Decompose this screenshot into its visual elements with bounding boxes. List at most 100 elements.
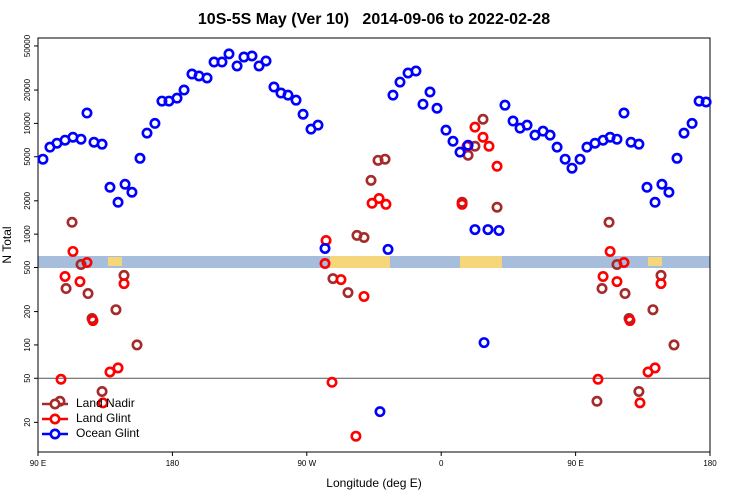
point: [655, 278, 667, 290]
point: [521, 119, 533, 131]
point: [87, 315, 99, 327]
point: [469, 121, 481, 133]
point: [126, 186, 138, 198]
point: [253, 60, 265, 72]
point: [55, 373, 67, 385]
point: [81, 107, 93, 119]
point: [365, 174, 377, 186]
point: [603, 216, 615, 228]
x-tick-label: 180: [703, 459, 717, 468]
point: [312, 119, 324, 131]
point: [97, 397, 109, 409]
point: [110, 304, 122, 316]
point: [618, 256, 630, 268]
point: [358, 290, 370, 302]
point: [544, 129, 556, 141]
point: [491, 160, 503, 172]
point: [493, 224, 505, 236]
point: [342, 287, 354, 299]
point: [358, 231, 370, 243]
point: [478, 337, 490, 349]
y-tick-label: 100: [23, 338, 32, 352]
point: [319, 258, 331, 270]
point: [668, 339, 680, 351]
y-tick-label: 1000: [23, 225, 32, 243]
point: [483, 140, 495, 152]
point: [119, 178, 131, 190]
point: [75, 259, 87, 271]
x-axis-label: Longitude (deg E): [326, 476, 421, 490]
point: [96, 138, 108, 150]
point: [141, 127, 153, 139]
point: [149, 117, 161, 129]
point: [611, 133, 623, 145]
y-tick-label: 20000: [23, 78, 32, 101]
point: [671, 152, 683, 164]
point: [417, 98, 429, 110]
point: [96, 385, 108, 397]
point: [462, 139, 474, 151]
plot-frame: [37, 37, 711, 453]
point: [178, 84, 190, 96]
point: [641, 181, 653, 193]
point: [171, 92, 183, 104]
point: [529, 129, 541, 141]
point: [424, 86, 436, 98]
map-strip: [38, 256, 710, 268]
point: [379, 153, 391, 165]
point: [319, 242, 331, 254]
land-strip: [108, 257, 122, 266]
point: [491, 201, 503, 213]
point: [597, 270, 609, 282]
series: [54, 113, 680, 407]
point: [335, 274, 347, 286]
point: [260, 55, 272, 67]
point: [663, 186, 675, 198]
legend-marker: [49, 413, 61, 425]
point: [649, 362, 661, 374]
legend-label: Ocean Glint: [76, 426, 140, 440]
point: [477, 131, 489, 143]
point: [604, 245, 616, 257]
point: [686, 117, 698, 129]
point: [566, 162, 578, 174]
point: [619, 288, 631, 300]
point: [37, 153, 49, 165]
point: [410, 65, 422, 77]
point: [156, 95, 168, 107]
point: [66, 216, 78, 228]
point: [380, 198, 392, 210]
point: [477, 113, 489, 125]
point: [131, 339, 143, 351]
point: [134, 152, 146, 164]
x-tick-label: 90 E: [30, 459, 46, 468]
point: [454, 146, 466, 158]
point: [387, 89, 399, 101]
point: [246, 50, 258, 62]
point: [74, 276, 86, 288]
point: [469, 224, 481, 236]
point: [592, 373, 604, 385]
x-tick-label: 180: [166, 459, 180, 468]
point: [581, 141, 593, 153]
legend-label: Land Nadir: [76, 396, 135, 410]
point: [373, 192, 385, 204]
point: [112, 362, 124, 374]
point: [60, 283, 72, 295]
point: [82, 288, 94, 300]
point: [282, 89, 294, 101]
point: [591, 395, 603, 407]
y-tick-label: 50: [23, 373, 32, 382]
point: [223, 48, 235, 60]
point: [447, 135, 459, 147]
point: [611, 276, 623, 288]
y-tick-label: 20: [23, 417, 32, 426]
chart-title: 10S-5S May (Ver 10) 2014-09-06 to 2022-0…: [198, 11, 550, 28]
point: [649, 196, 661, 208]
point: [624, 315, 636, 327]
point: [297, 108, 309, 120]
point: [104, 366, 116, 378]
point: [656, 178, 668, 190]
point: [104, 181, 116, 193]
